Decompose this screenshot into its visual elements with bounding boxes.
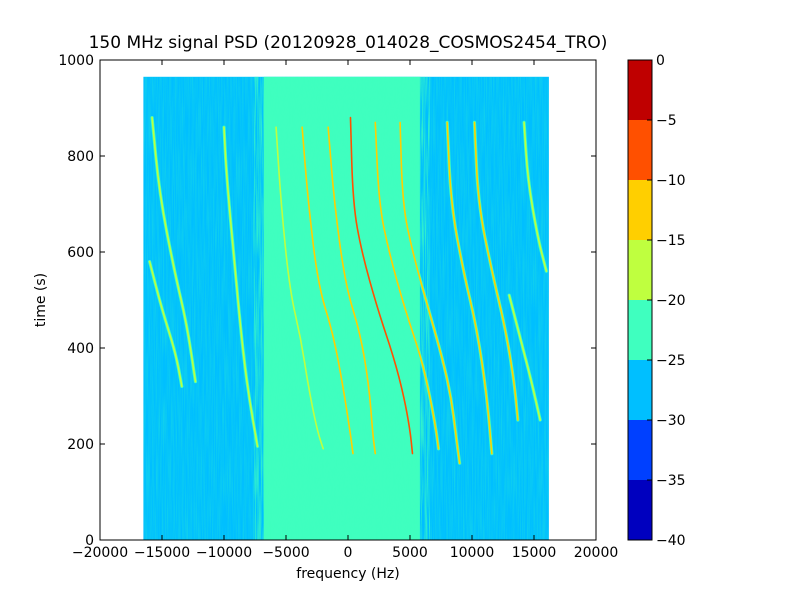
y-tick-label: 1000 (58, 53, 94, 69)
chart-title: 150 MHz signal PSD (20120928_014028_COSM… (89, 33, 608, 53)
y-tick-label: 400 (67, 341, 94, 357)
heatmap-speckle (143, 76, 549, 540)
y-tick-label: 800 (67, 149, 94, 165)
x-tick-label: 10000 (450, 545, 495, 561)
signal-trace (151, 116, 197, 383)
colorbar: −40 −35 −30 −25 −20 −15 −10 −5 0 (627, 53, 686, 549)
colorbar-band (628, 240, 652, 300)
x-tick-label: 20000 (574, 545, 619, 561)
x-tick-label: 5000 (392, 545, 428, 561)
colorbar-tick-label: −5 (656, 113, 677, 129)
colorbar-tick-label: 0 (656, 53, 665, 69)
y-tick-label: 600 (67, 245, 94, 261)
colorbar-band (628, 420, 652, 480)
x-tick-label: 0 (344, 545, 353, 561)
signal-trace (223, 126, 259, 448)
x-tick-label: −5000 (262, 545, 309, 561)
signal-trace (523, 121, 548, 272)
signal-trace (446, 121, 493, 455)
colorbar-tick-label: −40 (656, 533, 686, 549)
x-tick-label: −20000 (72, 545, 128, 561)
colorbar-band (628, 60, 652, 120)
signal-trace (148, 260, 183, 388)
signal-trace (301, 126, 354, 455)
signal-trace (349, 116, 414, 455)
y-tick-label: 200 (67, 437, 94, 453)
signal-trace (399, 121, 461, 464)
colorbar-band (628, 120, 652, 180)
x-tick-label: −10000 (196, 545, 252, 561)
colorbar-tick-label: −15 (656, 233, 686, 249)
colorbar-tick-label: −10 (656, 173, 686, 189)
colorbar-band (628, 180, 652, 240)
signal-trace (275, 126, 324, 450)
colorbar-band (628, 300, 652, 360)
y-tick-label: 0 (85, 533, 94, 549)
colorbar-tick-label: −20 (656, 293, 686, 309)
y-axis-label: time (s) (33, 273, 49, 327)
signal-trace (473, 121, 519, 421)
x-tick-label: −15000 (134, 545, 190, 561)
y-axis: 0 200 400 600 800 1000 (58, 53, 596, 549)
x-axis: −20000 −15000 −10000 −5000 0 5000 10000 15000 20… (72, 60, 618, 561)
colorbar-tick-label: −35 (656, 473, 686, 489)
colorbar-tick-label: −25 (656, 353, 686, 369)
colorbar-band (628, 360, 652, 420)
colorbar-tick-label: −30 (656, 413, 686, 429)
signal-trace (327, 126, 377, 455)
x-tick-label: 15000 (512, 545, 557, 561)
x-axis-label: frequency (Hz) (296, 566, 399, 582)
signal-trace (374, 121, 440, 450)
heatmap-layer (143, 76, 549, 540)
colorbar-band (628, 480, 652, 540)
signal-trace (508, 294, 541, 421)
